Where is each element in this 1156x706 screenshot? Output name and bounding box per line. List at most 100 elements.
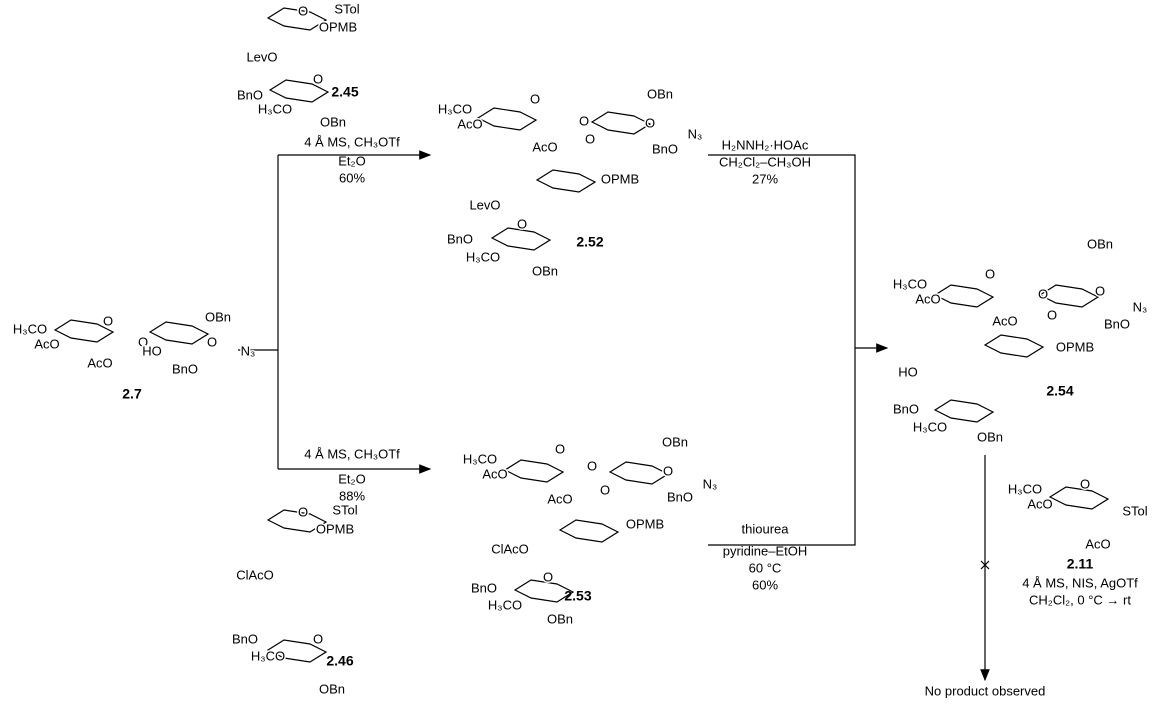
atom-label: OPMB — [626, 516, 664, 531]
atom-label: N₃ — [688, 126, 703, 141]
ring — [478, 108, 536, 130]
atom-label: O — [587, 458, 597, 473]
atom-label: BnO — [893, 401, 919, 416]
condition: 88% — [339, 488, 365, 503]
atom-label: ClAcO — [491, 541, 529, 556]
atom-label: STol — [332, 502, 357, 517]
atom-label: O — [517, 216, 527, 231]
atom-label: OPMB — [601, 171, 639, 186]
compound-id: 2.54 — [1046, 383, 1073, 399]
atom-label: BnO — [1104, 316, 1130, 331]
atom-label: H₃CO — [13, 321, 47, 336]
atom-label: H₃CO — [488, 597, 522, 612]
atom-label: H₃CO — [438, 101, 472, 116]
atom-label: OBn — [320, 114, 346, 129]
atom-label: STol — [334, 1, 359, 16]
compound-id: 2.45 — [331, 84, 358, 100]
atom-label: OBn — [647, 86, 673, 101]
atom-label: N₃ — [241, 343, 256, 358]
atom-label: HO — [142, 343, 162, 358]
atom-label: H₃CO — [258, 101, 292, 116]
compound-id: 2.11 — [1067, 556, 1094, 572]
atom-label: BnO — [172, 361, 198, 376]
atom-label: O — [103, 313, 113, 328]
atom-label: AcO — [34, 336, 59, 351]
atom-label: OBn — [532, 263, 558, 278]
condition: 60 °C — [749, 560, 782, 575]
condition: Et₂O — [338, 471, 365, 486]
condition: 4 Å MS, NIS, AgOTf — [1022, 575, 1138, 590]
atom-label: OPMB — [1056, 339, 1094, 354]
ring — [505, 460, 563, 482]
atom-label: O — [555, 441, 565, 456]
ring — [150, 322, 208, 344]
ring — [935, 285, 993, 307]
atom-label: H₃CO — [913, 419, 947, 434]
compound-id: 2.52 — [576, 234, 603, 250]
atom-label: O — [1080, 476, 1090, 491]
atom-label: BnO — [471, 580, 497, 595]
ring — [985, 335, 1043, 357]
atom-label: O — [313, 631, 323, 646]
ring — [592, 112, 650, 134]
atom-label: N₃ — [703, 476, 718, 491]
ring — [610, 462, 668, 484]
condition: pyridine–EtOH — [723, 543, 808, 558]
atom-label: O — [1047, 307, 1057, 322]
atom-label: O — [313, 71, 323, 86]
atom-label: AcO — [87, 355, 112, 370]
atom-label: AcO — [457, 116, 482, 131]
atom-label: AcO — [1085, 536, 1110, 551]
atom-label: AcO — [992, 313, 1017, 328]
ring — [1040, 285, 1098, 307]
atom-label: O — [543, 569, 553, 584]
condition: thiourea — [742, 521, 790, 536]
condition: CH₂Cl₂–CH₃OH — [719, 154, 811, 169]
compound-id: 2.53 — [564, 588, 591, 604]
atom-label: OBn — [205, 309, 231, 324]
atom-label: O — [1038, 286, 1048, 301]
atom-label: O — [585, 131, 595, 146]
atom-label: HO — [898, 364, 918, 379]
atom-label: BnO — [447, 231, 473, 246]
ring — [537, 170, 595, 192]
ring — [560, 520, 618, 542]
atom-label: BnO — [652, 141, 678, 156]
compound-id: 2.7 — [122, 386, 142, 402]
atom-label: AcO — [915, 291, 940, 306]
condition: CH₂Cl₂, 0 °C → rt — [1029, 592, 1131, 607]
condition: 27% — [752, 171, 778, 186]
atom-label: O — [600, 482, 610, 497]
atom-label: O — [579, 113, 589, 128]
condition: H₂NNH₂·HOAc — [722, 137, 809, 152]
atom-label: O — [298, 504, 308, 519]
atom-label: OPMB — [319, 19, 357, 34]
atom-label: O — [1095, 283, 1105, 298]
atom-label: O — [207, 334, 217, 349]
atom-label: OBn — [977, 429, 1003, 444]
condition: 60% — [752, 577, 778, 592]
atom-label: AcO — [482, 466, 507, 481]
atom-label: N₃ — [1133, 299, 1148, 314]
atom-label: H₃CO — [466, 249, 500, 264]
condition: 60% — [339, 170, 365, 185]
atom-label: OBn — [1087, 236, 1113, 251]
condition: 4 Å MS, CH₃OTf — [304, 134, 400, 149]
atom-label: O — [645, 115, 655, 130]
atom-label: STol — [1122, 503, 1147, 518]
atom-label: OBn — [662, 434, 688, 449]
atom-label: BnO — [667, 489, 693, 504]
atom-label: ClAcO — [236, 567, 274, 582]
atom-label: O — [530, 91, 540, 106]
atom-label: AcO — [1027, 496, 1052, 511]
condition: Et₂O — [338, 153, 365, 168]
atom-label: O — [985, 266, 995, 281]
atom-label: OBn — [319, 681, 345, 696]
reaction-scheme: H₃COAcOOAcOOHOOBnOBnON₃2.7OSTolOPMBLevOO… — [0, 0, 1156, 701]
atom-label: BnO — [232, 631, 258, 646]
atom-label: H₃CO — [251, 648, 285, 663]
atom-label: BnO — [237, 87, 263, 102]
scheme-lines — [238, 155, 989, 680]
atom-label: H₃CO — [463, 451, 497, 466]
atom-label: LevO — [469, 197, 500, 212]
